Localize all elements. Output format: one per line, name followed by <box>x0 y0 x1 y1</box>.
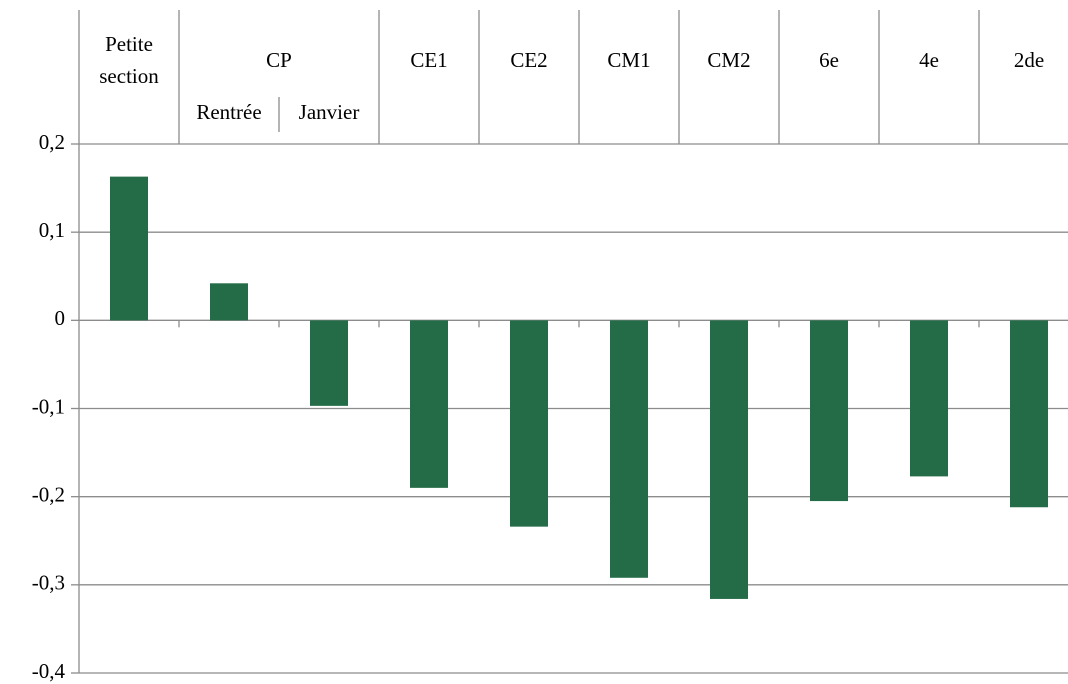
y-tick-label: -0,4 <box>32 659 66 683</box>
x-tick-label-box: 4e <box>919 48 939 72</box>
y-tick-label: -0,3 <box>32 571 65 595</box>
x-tick-label-box: 6e <box>819 48 839 72</box>
x-tick-label-box: CE2 <box>510 48 548 72</box>
x-tick-label-box: CM1 <box>607 48 651 72</box>
x-tick-label: CE1 <box>410 48 448 72</box>
bar <box>410 320 448 488</box>
bar <box>610 320 648 578</box>
x-tick-label-box: Janvier <box>298 100 360 124</box>
bar <box>210 283 248 321</box>
x-tick-label: 4e <box>919 48 939 72</box>
group-label: CP <box>266 48 292 72</box>
bar <box>110 176 148 321</box>
y-tick-label: 0,1 <box>39 218 65 242</box>
x-tick-label: 6e <box>819 48 839 72</box>
x-tick-label-box: 2de <box>1013 48 1045 72</box>
x-tick-label-box: CM2 <box>707 48 751 72</box>
x-tick-label: CM1 <box>607 48 651 72</box>
x-tick-label: CE2 <box>510 48 548 72</box>
x-tick-label: 2de <box>1013 48 1045 72</box>
group-label-box: CP <box>266 48 292 72</box>
x-tick-label-box: Petite section <box>99 32 159 88</box>
y-tick-label: 0 <box>55 306 66 330</box>
x-tick-label-box: Rentrée <box>196 100 262 124</box>
bar <box>510 320 548 527</box>
x-tick-label-box: CE1 <box>410 48 448 72</box>
x-tick-label: Petite section <box>99 32 159 88</box>
bar <box>910 320 948 477</box>
bar <box>710 320 748 599</box>
y-tick-label: -0,2 <box>32 482 65 506</box>
bar <box>310 320 348 406</box>
x-tick-label: CM2 <box>707 48 751 72</box>
x-tick-label: Rentrée <box>196 100 262 124</box>
x-tick-label: Janvier <box>298 100 360 124</box>
bar <box>1010 320 1048 508</box>
y-tick-label: 0,2 <box>39 130 65 154</box>
bar <box>810 320 848 502</box>
y-tick-label: -0,1 <box>32 394 65 418</box>
